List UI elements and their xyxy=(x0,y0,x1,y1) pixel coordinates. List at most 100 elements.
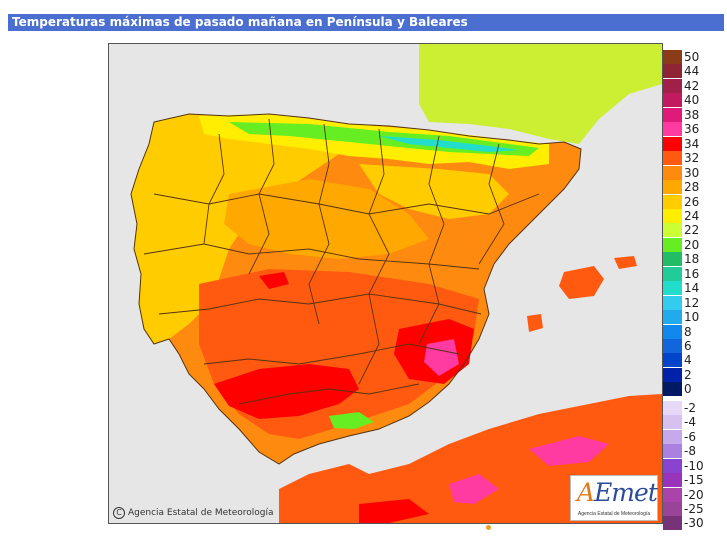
boundary-line xyxy=(203,133,225,245)
copyright-credit: C Agencia Estatal de Meteorología xyxy=(113,507,274,519)
legend-label: 0 xyxy=(684,382,692,397)
legend-label: 4 xyxy=(684,353,692,368)
boundary-line xyxy=(143,243,480,270)
legend-swatch xyxy=(663,487,682,502)
legend-swatch xyxy=(663,458,682,473)
legend-label: -6 xyxy=(684,429,696,444)
legend-swatch xyxy=(663,429,682,444)
map-canvas xyxy=(109,44,662,523)
legend-swatch xyxy=(663,400,682,415)
legend-label: 22 xyxy=(684,223,700,238)
legend-label: 16 xyxy=(684,266,700,281)
legend-swatch xyxy=(663,165,682,180)
legend-swatch xyxy=(663,50,682,64)
legend-label: -15 xyxy=(684,473,704,488)
boundary-line xyxy=(358,128,390,385)
legend-label: 10 xyxy=(684,310,700,325)
logo-subtitle: Agencia Estatal de Meteorología xyxy=(577,511,651,517)
legend-label: 44 xyxy=(684,64,700,79)
legend-swatch xyxy=(663,367,682,382)
atlas-pink-2 xyxy=(529,436,609,466)
marker-dot xyxy=(486,525,491,530)
legend-swatch xyxy=(663,252,682,267)
legend-swatch xyxy=(663,223,682,238)
legend-swatch xyxy=(663,444,682,459)
boundary-line xyxy=(478,143,505,265)
ibiza xyxy=(527,314,543,332)
legend-swatch xyxy=(663,64,682,79)
pyrenees-teal xyxy=(379,136,519,152)
france-region xyxy=(419,44,662,144)
temperature-map: C Agencia Estatal de Meteorología AEmet A… xyxy=(108,43,663,524)
legend-swatch xyxy=(663,122,682,137)
legend-swatch xyxy=(663,295,682,310)
logo-letter-a: A xyxy=(577,478,595,507)
menorca xyxy=(614,256,637,269)
sierra-nevada-cool xyxy=(329,412,374,429)
legend-swatch xyxy=(663,208,682,223)
legend-label: -8 xyxy=(684,444,696,459)
boundary-line xyxy=(158,293,482,315)
legend-swatch xyxy=(663,151,682,166)
legend-label: 36 xyxy=(684,122,700,137)
legend-label: 20 xyxy=(684,237,700,252)
legend-swatch xyxy=(663,281,682,296)
legend-label: 34 xyxy=(684,136,700,151)
legend-swatch xyxy=(663,78,682,93)
legend-swatch xyxy=(663,310,682,325)
boundary-line xyxy=(153,193,540,215)
legend-label: -2 xyxy=(684,400,696,415)
murcia-pink xyxy=(424,339,459,376)
legend-swatch xyxy=(663,237,682,252)
mallorca xyxy=(559,266,604,299)
legend-label: 50 xyxy=(684,50,700,64)
boundary-line xyxy=(203,343,460,365)
legend-label: 38 xyxy=(684,107,700,122)
atlas-extreme xyxy=(359,499,429,523)
legend-swatch xyxy=(663,339,682,353)
legend-label: 18 xyxy=(684,252,700,267)
legend-label: 42 xyxy=(684,78,700,93)
legend-swatch xyxy=(663,93,682,108)
boundary-line xyxy=(238,383,420,405)
legend-label: 2 xyxy=(684,367,692,382)
legend-label: 26 xyxy=(684,194,700,209)
boundary-line xyxy=(418,135,445,345)
la-mancha-extreme xyxy=(259,272,289,289)
ebro-band xyxy=(359,164,509,219)
legend-label: 32 xyxy=(684,151,700,166)
aemet-logo-mark: AEmet xyxy=(577,478,658,507)
logo-letters: Emet xyxy=(594,478,658,507)
legend-label: 40 xyxy=(684,93,700,108)
legend-label: 14 xyxy=(684,281,700,296)
legend-swatch xyxy=(663,194,682,209)
title-bar: Temperaturas máximas de pasado mañana en… xyxy=(8,14,724,31)
boundary-line xyxy=(308,123,330,325)
central-plateau xyxy=(224,179,429,259)
legend-swatch xyxy=(663,382,682,397)
legend-swatch xyxy=(663,324,682,339)
legend-label: -10 xyxy=(684,458,704,473)
north-africa xyxy=(279,394,662,523)
guadalquivir-extreme xyxy=(214,364,359,419)
legend-swatch xyxy=(663,180,682,195)
legend-swatch xyxy=(663,107,682,122)
legend-label: 28 xyxy=(684,180,700,195)
aemet-logo: AEmet Agencia Estatal de Meteorología xyxy=(570,475,658,521)
credit-text: Agencia Estatal de Meteorología xyxy=(128,508,274,518)
legend-label: 24 xyxy=(684,208,700,223)
atlas-pink-1 xyxy=(449,474,499,504)
copyright-icon: C xyxy=(113,507,125,519)
legend-label: -20 xyxy=(684,487,704,502)
province-boundaries xyxy=(143,118,540,405)
legend-label: -4 xyxy=(684,415,696,430)
legend-label: -30 xyxy=(684,516,704,531)
legend-swatch xyxy=(663,353,682,368)
legend-swatch xyxy=(663,516,682,531)
legend-label: 30 xyxy=(684,165,700,180)
legend-swatch xyxy=(663,415,682,430)
legend-label: 6 xyxy=(684,339,692,353)
iberia-coastline xyxy=(130,113,582,465)
legend-swatch xyxy=(663,473,682,488)
legend-label: -25 xyxy=(684,501,704,516)
